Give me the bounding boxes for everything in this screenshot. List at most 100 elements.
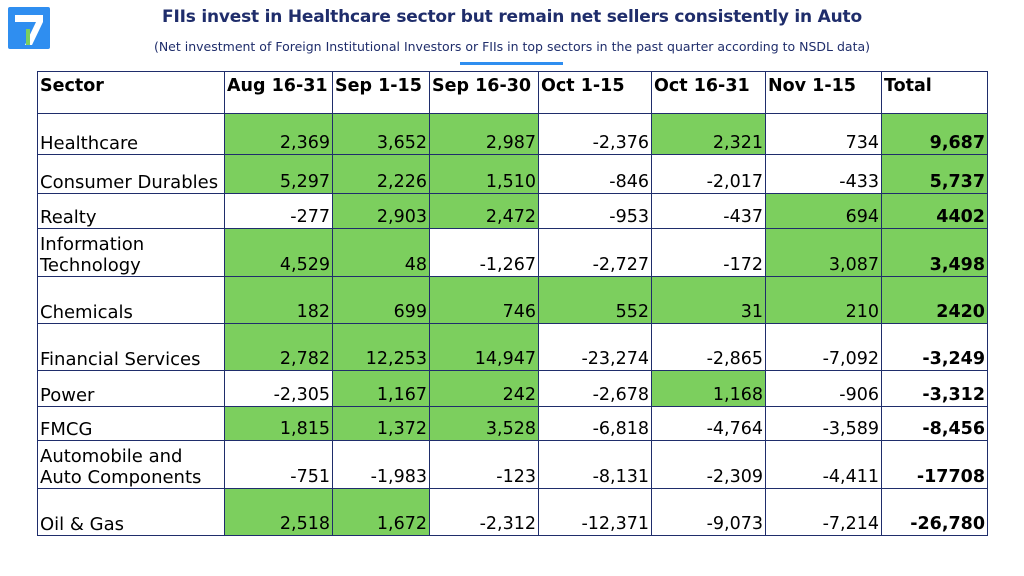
value-cell: 242 — [429, 370, 539, 407]
value-cell: 746 — [429, 276, 539, 324]
value-cell: 1,815 — [224, 406, 333, 441]
value-cell: 210 — [765, 276, 882, 324]
value-cell: -4,764 — [651, 406, 766, 441]
table-row: Automobile and Auto Components -751 -1,983… — [37, 440, 988, 489]
sector-cell: Power — [37, 370, 225, 407]
value-cell: 31 — [651, 276, 766, 324]
table-row: Information Technology 4,529 48 -1,267 -2,72… — [37, 228, 988, 277]
value-cell: 2,782 — [224, 323, 333, 371]
value-cell: -8,131 — [538, 440, 652, 489]
table-row: FMCG 1,815 1,372 3,528 -6,818 -4,764 -3,589 -8,… — [37, 406, 988, 441]
total-cell: 3,498 — [881, 228, 988, 277]
value-cell: 1,510 — [429, 154, 539, 194]
table-body: Healthcare 2,369 3,652 2,987 -2,376 2,321 734 9… — [37, 113, 988, 536]
table-row: Realty -277 2,903 2,472 -953 -437 694 4402 — [37, 193, 988, 229]
table-row: Oil & Gas 2,518 1,672 -2,312 -12,371 -9,073 -7… — [37, 488, 988, 536]
value-cell: -6,818 — [538, 406, 652, 441]
column-header: Sep 16-30 — [429, 71, 539, 114]
total-cell: 2420 — [881, 276, 988, 324]
value-cell: 3,087 — [765, 228, 882, 277]
value-cell: 2,987 — [429, 113, 539, 155]
value-cell: -9,073 — [651, 488, 766, 536]
value-cell: -2,678 — [538, 370, 652, 407]
value-cell: -4,411 — [765, 440, 882, 489]
sector-cell: FMCG — [37, 406, 225, 441]
value-cell: 3,528 — [429, 406, 539, 441]
total-cell: 4402 — [881, 193, 988, 229]
table-header-row: Sector Aug 16-31 Sep 1-15 Sep 16-30 Oct 1-15… — [37, 71, 988, 114]
value-cell: -2,376 — [538, 113, 652, 155]
sector-cell: Chemicals — [37, 276, 225, 324]
value-cell: 2,321 — [651, 113, 766, 155]
value-cell: -437 — [651, 193, 766, 229]
value-cell: -751 — [224, 440, 333, 489]
value-cell: 182 — [224, 276, 333, 324]
column-header: Aug 16-31 — [224, 71, 333, 114]
table-row: Consumer Durables 5,297 2,226 1,510 -846 -2,0… — [37, 154, 988, 194]
sector-cell: Financial Services — [37, 323, 225, 371]
value-cell: 2,518 — [224, 488, 333, 536]
value-cell: 2,903 — [332, 193, 430, 229]
sector-cell: Information Technology — [37, 228, 225, 277]
total-cell: -26,780 — [881, 488, 988, 536]
value-cell: -2,727 — [538, 228, 652, 277]
value-cell: 4,529 — [224, 228, 333, 277]
value-cell: 48 — [332, 228, 430, 277]
sector-cell: Oil & Gas — [37, 488, 225, 536]
value-cell: 5,297 — [224, 154, 333, 194]
value-cell: 1,167 — [332, 370, 430, 407]
column-header: Oct 16-31 — [651, 71, 766, 114]
value-cell: -2,865 — [651, 323, 766, 371]
value-cell: 3,652 — [332, 113, 430, 155]
sector-cell: Consumer Durables — [37, 154, 225, 194]
total-cell: 9,687 — [881, 113, 988, 155]
value-cell: -846 — [538, 154, 652, 194]
title-underline — [460, 62, 563, 65]
value-cell: -277 — [224, 193, 333, 229]
value-cell: -1,267 — [429, 228, 539, 277]
table-row: Chemicals 182 699 746 552 31 210 2420 — [37, 276, 988, 324]
value-cell: 699 — [332, 276, 430, 324]
value-cell: 694 — [765, 193, 882, 229]
column-header: Oct 1-15 — [538, 71, 652, 114]
sector-cell: Automobile and Auto Components — [37, 440, 225, 489]
column-header: Sep 1-15 — [332, 71, 430, 114]
total-cell: -17708 — [881, 440, 988, 489]
value-cell: 1,168 — [651, 370, 766, 407]
value-cell: 1,672 — [332, 488, 430, 536]
sector-cell: Realty — [37, 193, 225, 229]
value-cell: -2,017 — [651, 154, 766, 194]
brand-logo — [8, 7, 50, 49]
total-cell: -8,456 — [881, 406, 988, 441]
value-cell: -3,589 — [765, 406, 882, 441]
page-subtitle: (Net investment of Foreign Institutional… — [153, 39, 871, 54]
value-cell: 1,372 — [332, 406, 430, 441]
value-cell: -123 — [429, 440, 539, 489]
value-cell: -2,312 — [429, 488, 539, 536]
sector-cell: Healthcare — [37, 113, 225, 155]
column-header: Nov 1-15 — [765, 71, 882, 114]
value-cell: -906 — [765, 370, 882, 407]
table-row: Power -2,305 1,167 242 -2,678 1,168 -906 -3,312 — [37, 370, 988, 407]
column-header: Total — [881, 71, 988, 114]
value-cell: -172 — [651, 228, 766, 277]
value-cell: 12,253 — [332, 323, 430, 371]
table-row: Financial Services 2,782 12,253 14,947 -23,2… — [37, 323, 988, 371]
value-cell: -7,092 — [765, 323, 882, 371]
value-cell: -2,309 — [651, 440, 766, 489]
value-cell: 552 — [538, 276, 652, 324]
value-cell: 14,947 — [429, 323, 539, 371]
total-cell: 5,737 — [881, 154, 988, 194]
value-cell: -12,371 — [538, 488, 652, 536]
total-cell: -3,312 — [881, 370, 988, 407]
sector-investment-table: Sector Aug 16-31 Sep 1-15 Sep 16-30 Oct 1-15… — [37, 71, 988, 536]
table-row: Healthcare 2,369 3,652 2,987 -2,376 2,321 734 9… — [37, 113, 988, 155]
value-cell: 734 — [765, 113, 882, 155]
value-cell: -1,983 — [332, 440, 430, 489]
value-cell: -433 — [765, 154, 882, 194]
value-cell: -23,274 — [538, 323, 652, 371]
value-cell: 2,226 — [332, 154, 430, 194]
value-cell: -7,214 — [765, 488, 882, 536]
column-header: Sector — [37, 71, 225, 114]
value-cell: 2,369 — [224, 113, 333, 155]
